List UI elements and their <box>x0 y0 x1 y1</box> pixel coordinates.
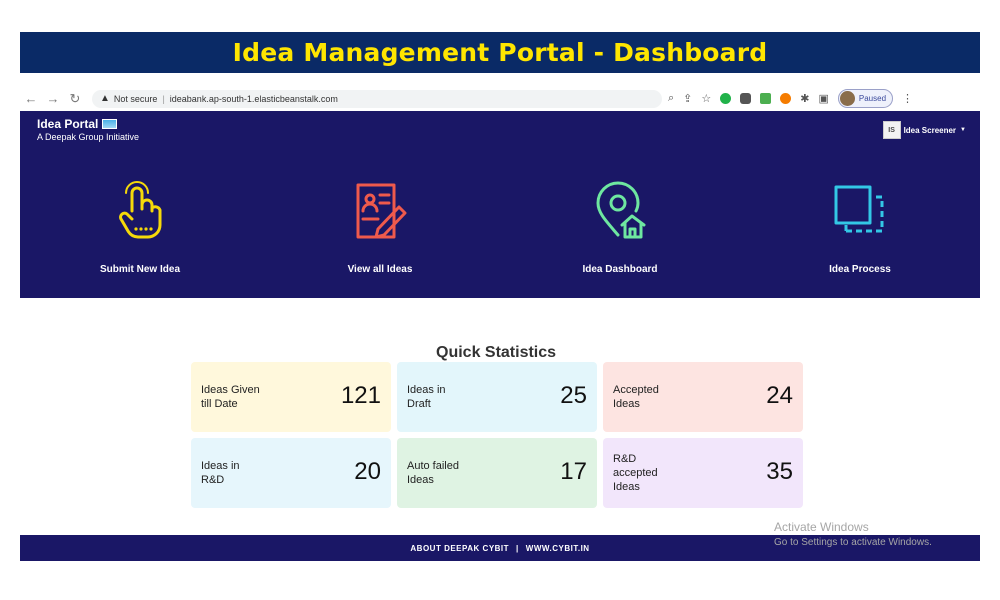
stat-label: Ideas Given till Date <box>201 383 260 411</box>
reload-icon[interactable]: ↻ <box>69 90 81 106</box>
stat-value: 121 <box>340 382 381 409</box>
stat-value: 17 <box>560 458 587 485</box>
stat-label-line: Auto failed <box>407 460 459 472</box>
browser-toolbar: ← → ↻ ▲ Not secure | ideabank.ap-south-1… <box>20 86 980 111</box>
extension-paint-icon[interactable] <box>760 93 772 104</box>
tile-label: View all Ideas <box>347 264 413 275</box>
stat-label: R&D accepted Ideas <box>613 452 658 494</box>
flag-icon <box>102 119 118 129</box>
stat-card: Ideas in Draft 25 <box>397 362 597 432</box>
stat-label-line: R&D <box>201 474 225 486</box>
address-bar[interactable]: ▲ Not secure | ideabank.ap-south-1.elast… <box>92 89 662 108</box>
watermark-line-1: Activate Windows <box>774 520 869 534</box>
footer-about-link[interactable]: ABOUT DEEPAK CYBIT <box>410 543 510 553</box>
stat-card: Ideas in R&D 20 <box>191 438 391 508</box>
brand-title: Idea Portal <box>37 117 99 131</box>
brand-subtitle: A Deepak Group Initiative <box>37 132 140 142</box>
location-home-icon <box>596 181 646 239</box>
title-banner: Idea Management Portal - Dashboard <box>20 32 980 73</box>
tile-submit-new-idea[interactable]: Submit New Idea <box>70 181 210 275</box>
tile-view-all-ideas[interactable]: View all Ideas <box>310 181 450 275</box>
stat-label-line: Ideas Given <box>201 384 260 396</box>
url-divider: | <box>162 93 165 104</box>
stat-card: Accepted Ideas 24 <box>603 362 803 432</box>
user-menu[interactable]: IS Idea Screener ▼ <box>882 121 966 139</box>
hand-pointer-icon <box>119 181 162 239</box>
quick-statistics-title: Quick Statistics <box>436 344 557 361</box>
profile-button[interactable]: Paused <box>837 89 894 108</box>
extension-screen-icon[interactable] <box>740 93 752 104</box>
forward-arrow-icon[interactable]: → <box>46 91 60 106</box>
stat-label-line: Ideas <box>407 474 434 486</box>
stat-label-line: R&D <box>613 453 637 465</box>
stat-label: Auto failed Ideas <box>407 459 459 487</box>
app-header: Idea Portal A Deepak Group Initiative IS… <box>20 111 980 298</box>
banner-title: Idea Management Portal - Dashboard <box>232 38 768 67</box>
stat-value: 24 <box>766 382 793 409</box>
tile-label: Idea Dashboard <box>582 264 658 275</box>
stat-label-line: accepted <box>613 467 658 479</box>
extension-chat-icon[interactable] <box>720 93 732 104</box>
stat-card: R&D accepted Ideas 35 <box>603 438 803 508</box>
stat-label-line: Ideas in <box>407 384 446 396</box>
stat-label: Ideas in R&D <box>201 459 240 487</box>
url-text: ideabank.ap-south-1.elasticbeanstalk.com <box>169 93 338 104</box>
profile-status: Paused <box>858 94 887 103</box>
browser-menu-icon[interactable]: ⋮ <box>902 93 914 105</box>
profile-avatar <box>839 91 855 106</box>
stat-label-line: Ideas <box>613 481 640 493</box>
stat-value: 35 <box>766 458 793 485</box>
stat-label-line: Ideas <box>613 398 640 410</box>
brand-logo[interactable]: Idea Portal <box>37 117 118 131</box>
stat-label: Ideas in Draft <box>407 383 446 411</box>
tile-label: Submit New Idea <box>99 264 180 275</box>
extension-orange-icon[interactable] <box>780 93 792 104</box>
zoom-icon[interactable]: ⌕ <box>668 92 675 104</box>
share-icon[interactable]: ⇪ <box>683 93 693 105</box>
stat-label-line: till Date <box>201 398 238 410</box>
tile-idea-dashboard[interactable]: Idea Dashboard <box>550 181 690 275</box>
footer-site-link[interactable]: WWW.CYBIT.IN <box>525 543 590 553</box>
caret-down-icon: ▼ <box>960 127 966 133</box>
sidebar-panel-icon[interactable]: ▣ <box>818 93 829 105</box>
browser-icons: ⌕ ⇪ ☆ ✱ ▣ Paused ⋮ <box>668 89 913 108</box>
user-avatar: IS <box>882 121 901 139</box>
back-arrow-icon[interactable]: ← <box>24 91 38 106</box>
footer: ABOUT DEEPAK CYBIT | WWW.CYBIT.IN <box>20 535 980 561</box>
warning-icon: ▲ <box>100 93 110 104</box>
user-name: Idea Screener <box>903 125 957 135</box>
stat-label-line: Accepted <box>613 384 659 396</box>
windows-activation-watermark: Activate Windows Go to Settings to activ… <box>774 520 932 548</box>
security-label: Not secure <box>113 93 158 104</box>
document-edit-icon <box>356 183 407 239</box>
bookmark-star-icon[interactable]: ☆ <box>701 93 712 105</box>
stat-label-line: Draft <box>407 398 431 410</box>
stat-card: Ideas Given till Date 121 <box>191 362 391 432</box>
stat-label: Accepted Ideas <box>613 383 659 411</box>
tile-idea-process[interactable]: Idea Process <box>790 181 930 275</box>
stat-value: 20 <box>354 458 381 485</box>
watermark-line-2: Go to Settings to activate Windows. <box>774 537 932 548</box>
extensions-puzzle-icon[interactable]: ✱ <box>800 93 810 105</box>
frame-expand-icon <box>834 185 884 233</box>
footer-divider: | <box>516 543 519 553</box>
stat-card: Auto failed Ideas 17 <box>397 438 597 508</box>
stat-value: 25 <box>560 382 587 409</box>
tile-label: Idea Process <box>829 264 891 275</box>
stat-label-line: Ideas in <box>201 460 240 472</box>
